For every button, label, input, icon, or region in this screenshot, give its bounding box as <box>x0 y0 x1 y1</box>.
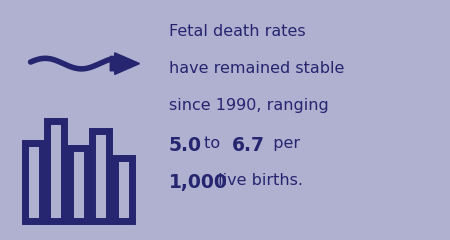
Text: to: to <box>199 136 225 151</box>
Text: live births.: live births. <box>213 173 303 188</box>
Text: per: per <box>263 136 300 151</box>
Text: since 1990, ranging: since 1990, ranging <box>169 98 328 113</box>
Bar <box>115 158 132 221</box>
Bar <box>70 148 87 221</box>
FancyArrow shape <box>110 53 140 74</box>
Text: 6.7: 6.7 <box>232 136 265 155</box>
Bar <box>47 121 64 221</box>
Text: Fetal death rates: Fetal death rates <box>169 24 306 39</box>
Text: 1,000: 1,000 <box>169 173 228 192</box>
Text: 5.0: 5.0 <box>169 136 202 155</box>
Bar <box>25 144 42 221</box>
Text: have remained stable: have remained stable <box>169 61 344 76</box>
Bar <box>92 131 109 221</box>
